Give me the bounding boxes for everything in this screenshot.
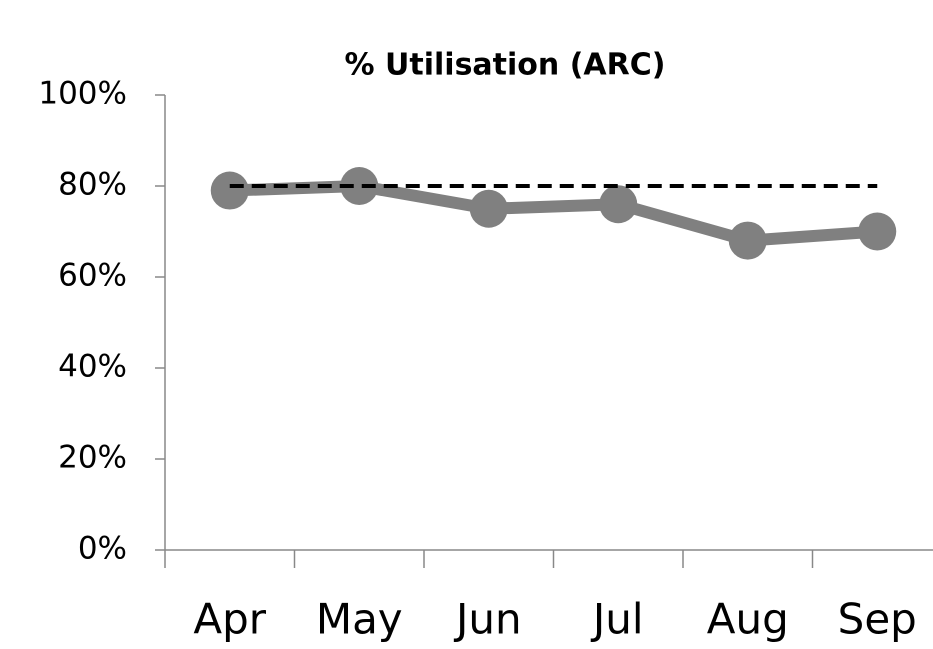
y-tick-label: 80% xyxy=(58,167,127,203)
marker xyxy=(599,185,638,224)
marker xyxy=(728,221,767,260)
marker xyxy=(858,212,897,251)
x-tick-label: Jul xyxy=(590,595,644,644)
y-tick-label: 100% xyxy=(38,76,127,112)
chart-title: % Utilisation (ARC) xyxy=(345,48,666,83)
marker xyxy=(340,167,379,205)
y-tick-label: 20% xyxy=(58,440,127,476)
x-tick-label: Sep xyxy=(838,595,917,644)
marker xyxy=(210,171,249,210)
series-line xyxy=(229,180,878,247)
x-tick-label: May xyxy=(316,595,403,644)
y-tick-label: 0% xyxy=(78,531,127,567)
x-tick-label: Jun xyxy=(453,595,522,644)
y-tick-label: 60% xyxy=(58,258,127,294)
x-tick-label: Apr xyxy=(193,595,266,644)
marker xyxy=(469,189,508,228)
x-tick-label: Aug xyxy=(707,595,789,644)
y-tick-label: 40% xyxy=(58,349,127,385)
